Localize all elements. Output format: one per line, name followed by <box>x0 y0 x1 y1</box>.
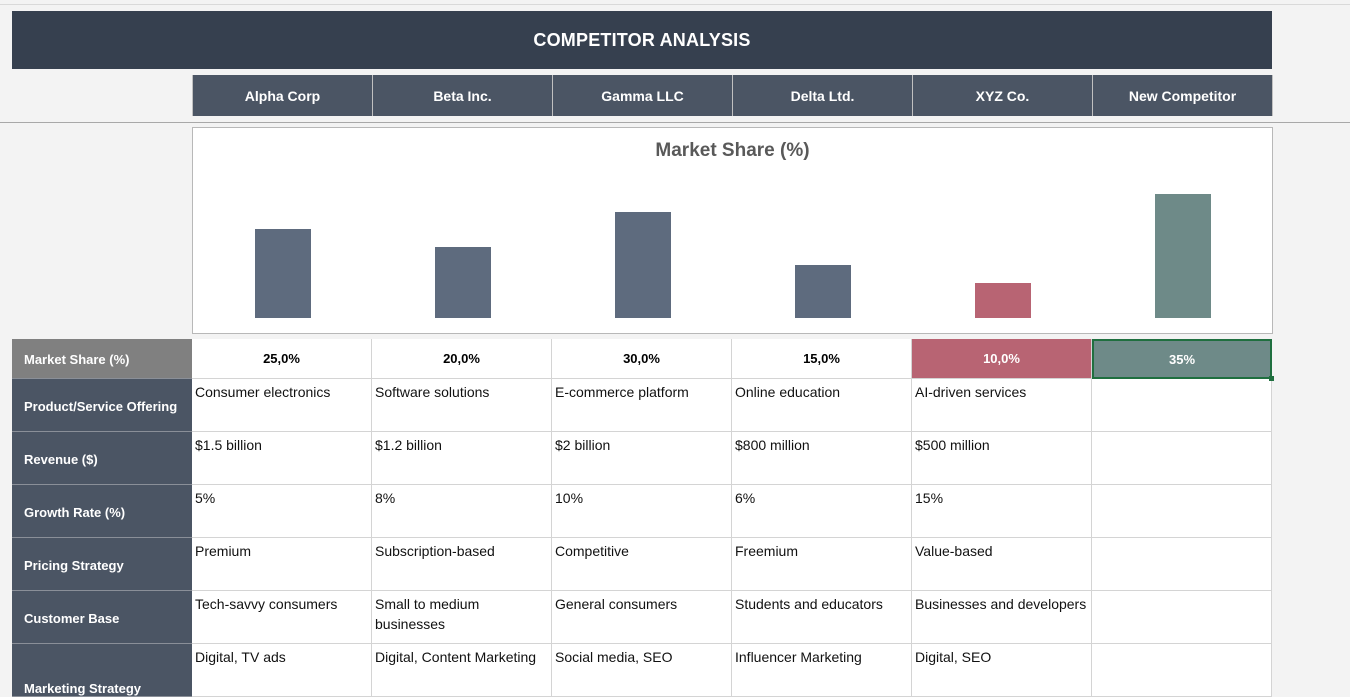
table-cell[interactable] <box>1092 485 1272 538</box>
row-label-customers[interactable]: Customer Base <box>12 591 192 644</box>
table-cell[interactable]: Digital, Content Marketing <box>372 644 552 697</box>
table-cell[interactable]: AI-driven services <box>912 379 1092 432</box>
table-cell[interactable]: 10% <box>552 485 732 538</box>
table-cell[interactable]: 8% <box>372 485 552 538</box>
table-cell[interactable]: $1.2 billion <box>372 432 552 485</box>
table-cell[interactable] <box>1092 644 1272 697</box>
table-cell[interactable] <box>1092 432 1272 485</box>
competitor-header-row: Alpha Corp Beta Inc. Gamma LLC Delta Ltd… <box>192 75 1273 116</box>
row-label-marketing[interactable]: Marketing Strategy <box>12 644 192 697</box>
chart-bar[interactable] <box>615 211 671 318</box>
table-cell[interactable] <box>1092 538 1272 591</box>
table-cell[interactable]: 6% <box>732 485 912 538</box>
table-cell[interactable]: Digital, SEO <box>912 644 1092 697</box>
market-share-cell[interactable]: 15,0% <box>732 339 912 379</box>
table-cell[interactable]: Value-based <box>912 538 1092 591</box>
chart-title: Market Share (%) <box>655 140 810 161</box>
table-cell[interactable]: Competitive <box>552 538 732 591</box>
row-label-growth[interactable]: Growth Rate (%) <box>12 485 192 538</box>
competitor-header-cell[interactable]: Beta Inc. <box>373 75 553 116</box>
table-cell[interactable]: 5% <box>192 485 372 538</box>
table-cell[interactable]: Premium <box>192 538 372 591</box>
table-cell[interactable]: Tech-savvy consumers <box>192 591 372 644</box>
market-share-chart[interactable]: Market Share (%) <box>192 127 1273 334</box>
table-cell[interactable]: Social media, SEO <box>552 644 732 697</box>
chart-bar[interactable] <box>975 282 1031 318</box>
competitor-header-cell[interactable]: Gamma LLC <box>553 75 733 116</box>
market-share-cell[interactable]: 25,0% <box>192 339 372 379</box>
competitor-header-cell[interactable]: XYZ Co. <box>913 75 1093 116</box>
table-cell[interactable] <box>1092 379 1272 432</box>
table-cell[interactable]: E-commerce platform <box>552 379 732 432</box>
frozen-pane-divider <box>0 122 1350 123</box>
chart-bar[interactable] <box>435 247 491 318</box>
row-label-market-share[interactable]: Market Share (%) <box>12 339 192 379</box>
table-cell[interactable]: Freemium <box>732 538 912 591</box>
competitor-header-cell[interactable]: New Competitor <box>1093 75 1273 116</box>
competitor-header-cell[interactable]: Delta Ltd. <box>733 75 913 116</box>
table-cell[interactable]: Influencer Marketing <box>732 644 912 697</box>
table-cell[interactable]: $1.5 billion <box>192 432 372 485</box>
page-title: COMPETITOR ANALYSIS <box>12 11 1272 69</box>
table-cell[interactable]: Digital, TV ads <box>192 644 372 697</box>
row-label-offering[interactable]: Product/Service Offering <box>12 379 192 432</box>
competitor-header-cell[interactable]: Alpha Corp <box>193 75 373 116</box>
table-cell[interactable]: 15% <box>912 485 1092 538</box>
market-share-cell[interactable]: 20,0% <box>372 339 552 379</box>
table-cell[interactable]: Subscription-based <box>372 538 552 591</box>
row-label-revenue[interactable]: Revenue ($) <box>12 432 192 485</box>
table-cell[interactable]: $800 million <box>732 432 912 485</box>
table-cell[interactable]: Businesses and developers <box>912 591 1092 644</box>
market-share-cell[interactable]: 30,0% <box>552 339 732 379</box>
table-cell[interactable]: $500 million <box>912 432 1092 485</box>
table-cell[interactable] <box>1092 591 1272 644</box>
top-divider <box>0 4 1350 5</box>
selected-market-share-cell[interactable]: 35% <box>1092 339 1274 381</box>
table-cell[interactable]: Online education <box>732 379 912 432</box>
chart-bar[interactable] <box>795 264 851 318</box>
chart-bar[interactable] <box>1155 193 1211 318</box>
table-cell[interactable]: General consumers <box>552 591 732 644</box>
table-cell[interactable]: Consumer electronics <box>192 379 372 432</box>
table-cell[interactable]: Software solutions <box>372 379 552 432</box>
table-cell[interactable]: Small to medium businesses <box>372 591 552 644</box>
market-share-cell[interactable]: 10,0% <box>912 339 1092 379</box>
row-label-pricing[interactable]: Pricing Strategy <box>12 538 192 591</box>
chart-bar[interactable] <box>255 229 311 318</box>
table-cell[interactable]: Students and educators <box>732 591 912 644</box>
competitor-table: Market Share (%) 25,0% 20,0% 30,0% 15,0%… <box>12 339 1274 697</box>
table-cell[interactable]: $2 billion <box>552 432 732 485</box>
